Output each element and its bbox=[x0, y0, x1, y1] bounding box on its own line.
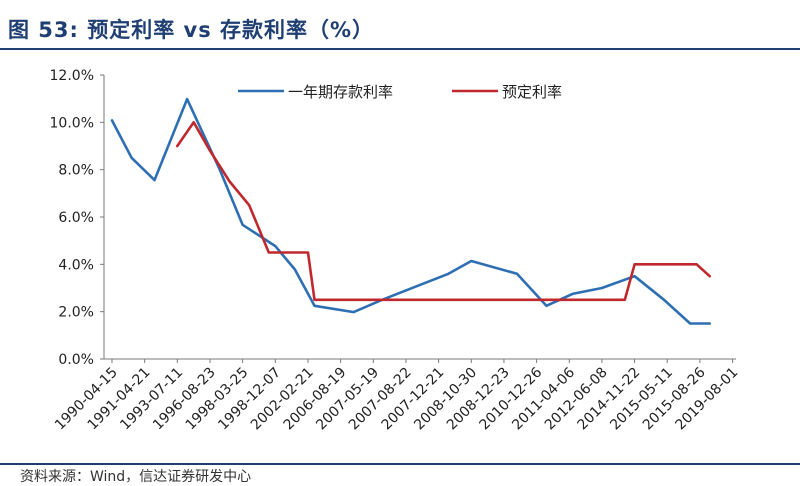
y-tick-label: 2.0% bbox=[58, 305, 94, 321]
source-note: 资料来源：Wind，信达证券研发中心 bbox=[20, 469, 252, 485]
series-line-assumed-rate bbox=[176, 121, 712, 302]
y-tick-label: 4.0% bbox=[58, 257, 94, 273]
y-tick-label: 6.0% bbox=[58, 210, 94, 226]
legend-label-deposit-rate: 一年期存款利率 bbox=[288, 83, 393, 101]
y-tick-label: 8.0% bbox=[58, 163, 94, 179]
y-tick-label: 0.0% bbox=[58, 352, 94, 368]
figure-title: 图 53: 预定利率 vs 存款利率（%） bbox=[8, 18, 375, 42]
series-line-deposit-rate bbox=[110, 97, 712, 325]
y-tick-label: 12.0% bbox=[50, 68, 94, 84]
y-tick-label: 10.0% bbox=[50, 115, 94, 131]
legend-label-assumed-rate: 预定利率 bbox=[502, 83, 562, 101]
footer-divider bbox=[0, 463, 800, 465]
title-divider bbox=[0, 48, 800, 50]
